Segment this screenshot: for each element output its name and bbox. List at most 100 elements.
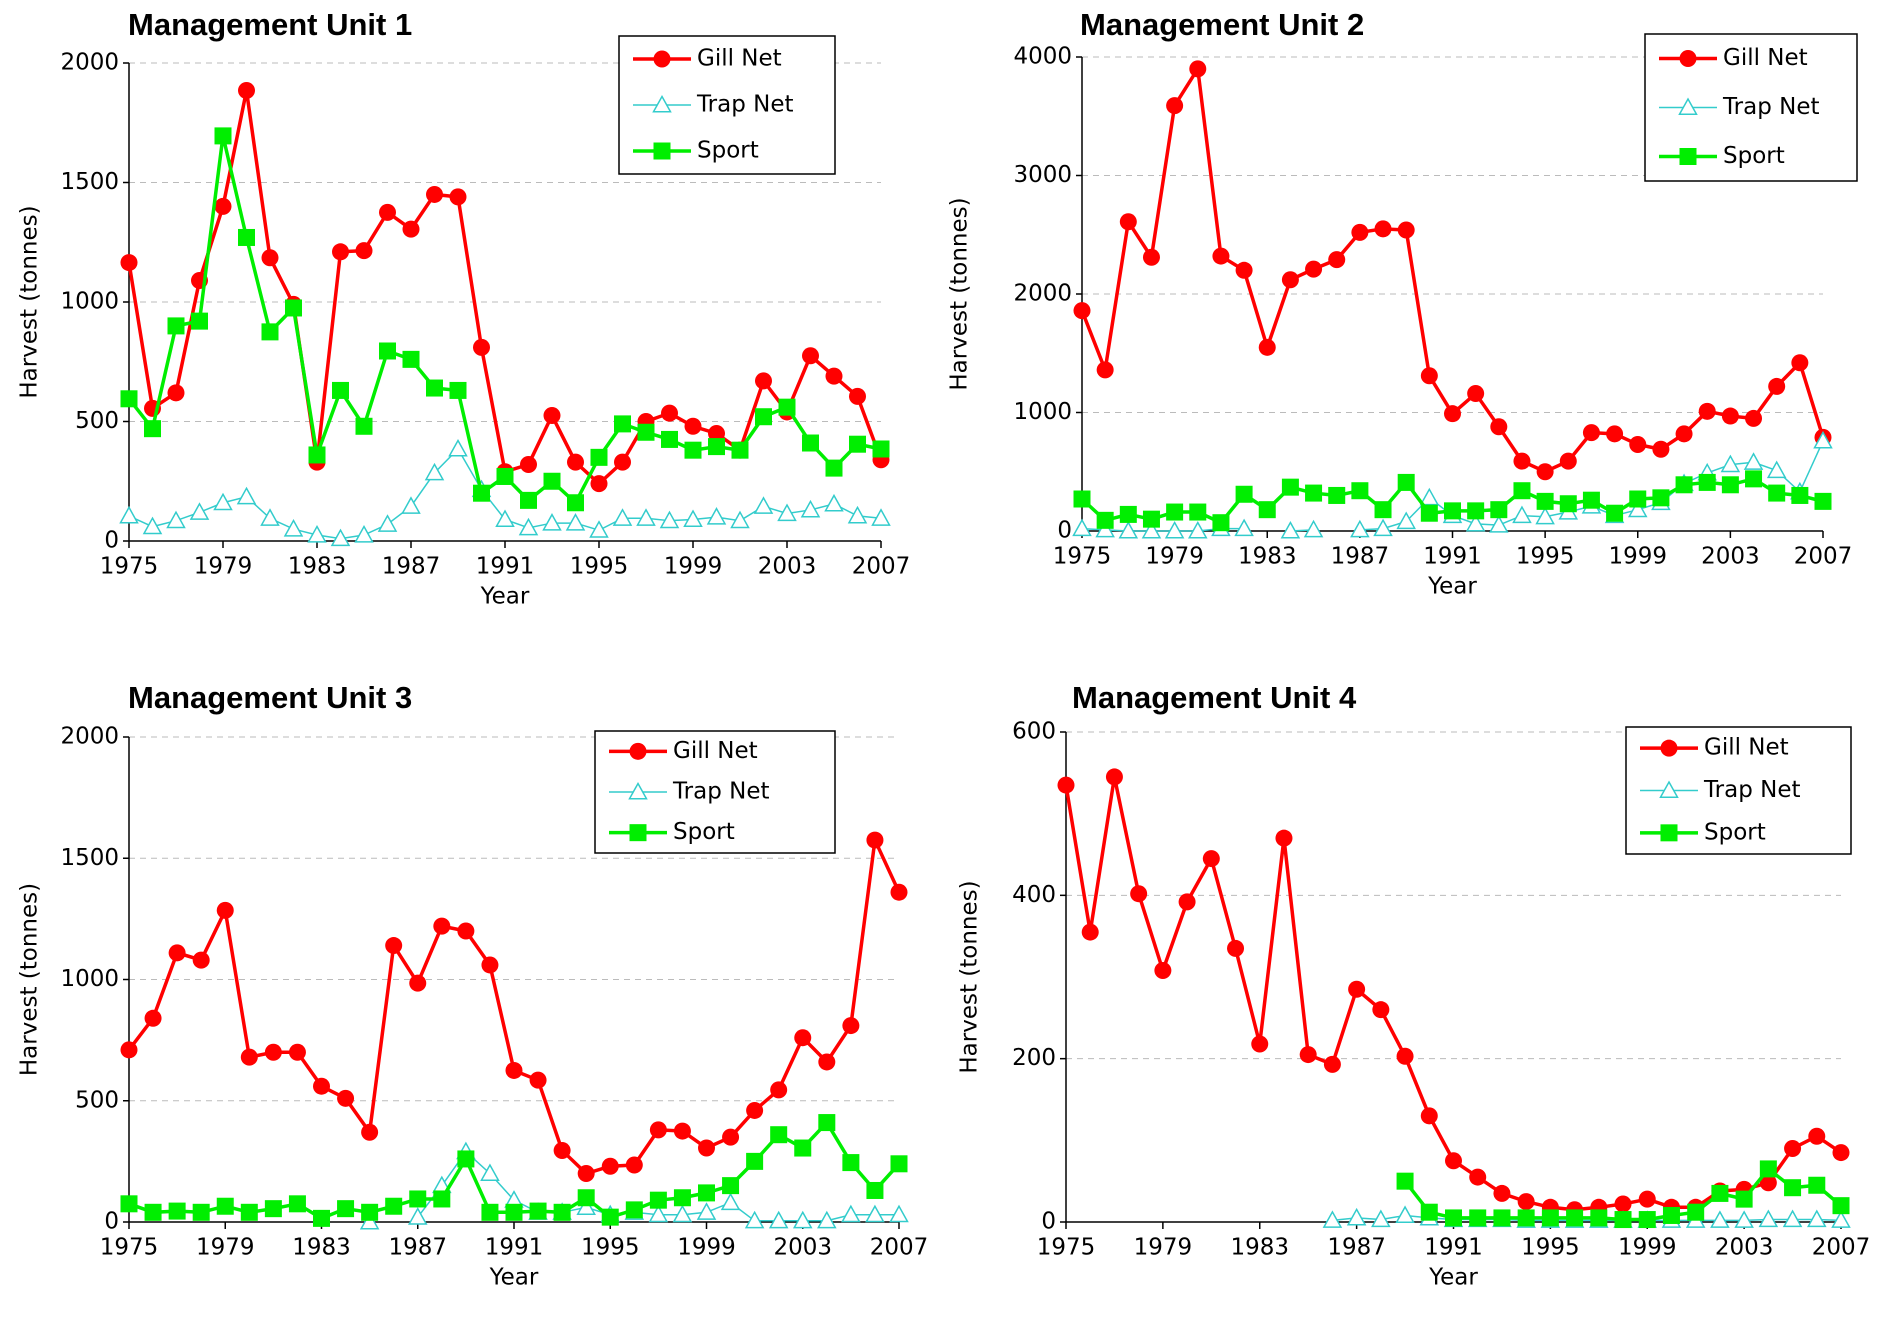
data-point <box>377 514 398 532</box>
data-point <box>1517 1193 1535 1211</box>
data-point <box>1280 520 1301 539</box>
y-tick-label: 0 <box>104 1209 119 1235</box>
data-point <box>590 448 608 466</box>
x-tick-label: 1975 <box>100 1235 159 1261</box>
data-point <box>216 1197 234 1215</box>
data-point <box>264 1043 282 1061</box>
legend-label: Gill Net <box>697 46 782 72</box>
data-point <box>1606 504 1624 522</box>
data-point <box>1096 361 1114 379</box>
data-point <box>1419 487 1440 506</box>
data-point <box>1784 1179 1802 1197</box>
data-point <box>1582 424 1600 442</box>
data-point <box>1178 893 1196 911</box>
data-point <box>1275 829 1293 847</box>
data-point <box>288 1043 306 1061</box>
data-point <box>520 491 537 509</box>
data-point <box>409 1190 427 1208</box>
data-point <box>1559 495 1577 513</box>
y-tick-label: 1000 <box>60 289 119 315</box>
x-axis-label: Year <box>489 1265 539 1291</box>
data-point <box>1420 504 1438 522</box>
data-point <box>1710 1210 1730 1228</box>
data-point <box>661 430 678 448</box>
legend-marker <box>652 94 672 113</box>
data-point <box>144 1009 162 1027</box>
data-point <box>1814 492 1832 510</box>
data-point <box>818 1053 836 1071</box>
data-point <box>120 254 138 272</box>
data-point <box>1189 60 1207 78</box>
x-tick-label: 1987 <box>388 1235 447 1261</box>
data-point <box>1166 503 1184 521</box>
data-point <box>889 1204 909 1223</box>
y-axis-label: Harvest (tonnes) <box>17 205 43 398</box>
data-point <box>673 1122 691 1140</box>
y-tick-label: 200 <box>1012 1045 1056 1071</box>
data-point <box>481 956 499 974</box>
legend-label: Gill Net <box>1704 735 1789 761</box>
data-point <box>1164 520 1185 539</box>
data-point <box>448 438 468 457</box>
data-point <box>696 1202 717 1220</box>
data-point <box>261 249 279 267</box>
data-point <box>1395 1205 1415 1224</box>
data-point <box>543 407 561 425</box>
data-point <box>1582 491 1600 509</box>
data-point <box>407 1207 428 1225</box>
data-point <box>1721 407 1739 425</box>
data-point <box>1566 1209 1584 1227</box>
data-point <box>288 1195 306 1213</box>
data-point <box>307 524 327 543</box>
data-point <box>1711 1184 1729 1202</box>
data-point <box>1759 1174 1777 1192</box>
data-point <box>1081 923 1099 941</box>
y-tick-label: 600 <box>1012 719 1056 745</box>
data-point <box>191 312 208 330</box>
data-point <box>817 1210 837 1229</box>
data-point <box>841 1204 861 1223</box>
x-tick-label: 1975 <box>1037 1235 1096 1261</box>
x-tick-label: 1999 <box>664 554 723 580</box>
data-point <box>1675 425 1693 443</box>
data-point <box>167 317 185 335</box>
data-point <box>636 508 656 526</box>
data-point <box>313 1077 330 1095</box>
x-tick-label: 1991 <box>476 554 535 580</box>
data-point <box>337 1089 355 1107</box>
data-point <box>577 1165 595 1182</box>
data-point <box>1808 1176 1826 1194</box>
y-tick-label: 0 <box>104 528 119 554</box>
data-point <box>1698 402 1716 420</box>
data-point <box>1374 501 1392 519</box>
data-point <box>890 1155 908 1173</box>
data-point <box>402 220 420 238</box>
data-point <box>1445 1209 1462 1227</box>
data-point <box>1351 223 1369 241</box>
data-point <box>871 508 891 526</box>
chart-title: Management Unit 3 <box>128 680 412 715</box>
data-point <box>1202 850 1220 868</box>
legend-marker <box>653 50 671 68</box>
x-axis-label: Year <box>480 584 530 610</box>
legend-label: Trap Net <box>672 779 770 805</box>
data-point <box>800 499 821 518</box>
data-point <box>1305 484 1323 502</box>
data-point <box>385 1197 403 1215</box>
data-point <box>590 475 608 493</box>
data-point <box>1130 885 1148 903</box>
data-point <box>283 519 304 537</box>
data-point <box>1734 1210 1754 1228</box>
data-point <box>1465 513 1486 532</box>
data-point <box>359 1211 380 1230</box>
x-tick-label: 1991 <box>485 1235 544 1261</box>
data-point <box>240 1203 258 1221</box>
data-point <box>1235 261 1253 279</box>
data-point <box>672 1204 693 1223</box>
data-point <box>1766 460 1787 479</box>
data-point <box>1720 454 1741 473</box>
data-point <box>355 242 373 260</box>
data-point <box>778 398 796 416</box>
data-point <box>1791 354 1809 372</box>
data-point <box>1372 1001 1390 1019</box>
